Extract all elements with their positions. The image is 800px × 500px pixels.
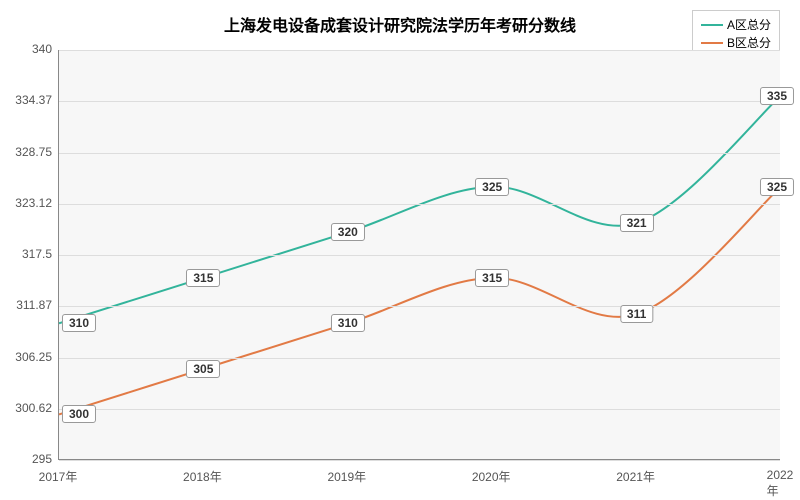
- gridline-h: [59, 204, 780, 205]
- y-tick-label: 317.5: [22, 247, 52, 261]
- plot-area: 310315320325321335300305310315311325: [58, 50, 780, 460]
- legend-swatch: [701, 42, 723, 44]
- chart-title: 上海发电设备成套设计研究院法学历年考研分数线: [0, 12, 800, 36]
- data-label: 325: [475, 178, 509, 196]
- x-tick-label: 2022年: [767, 468, 794, 499]
- data-label: 315: [475, 269, 509, 287]
- legend-label: B区总分: [727, 34, 771, 51]
- legend-item: A区总分: [701, 16, 771, 33]
- y-tick-label: 340: [32, 42, 52, 56]
- gridline-h: [59, 50, 780, 51]
- data-label: 310: [62, 314, 96, 332]
- y-tick-label: 311.87: [16, 298, 52, 312]
- legend-item: B区总分: [701, 34, 771, 51]
- y-tick-label: 300.62: [15, 401, 52, 415]
- gridline-h: [59, 306, 780, 307]
- y-tick-label: 334.37: [15, 93, 52, 107]
- y-tick-label: 328.75: [15, 145, 52, 159]
- gridline-h: [59, 153, 780, 154]
- gridline-h: [59, 460, 780, 461]
- gridline-h: [59, 409, 780, 410]
- legend-swatch: [701, 24, 723, 26]
- chart-container: 上海发电设备成套设计研究院法学历年考研分数线 A区总分B区总分 310 315 32…: [0, 0, 800, 500]
- data-label: 310: [331, 314, 365, 332]
- x-tick-label: 2019年: [327, 468, 366, 485]
- y-tick-label: 323.12: [15, 196, 52, 210]
- data-label: 321: [620, 214, 654, 232]
- x-tick-label: 2021年: [616, 468, 655, 485]
- data-label: 305: [186, 360, 220, 378]
- data-label: 311: [620, 305, 653, 323]
- data-label: 320: [331, 223, 365, 241]
- x-tick-label: 2018年: [183, 468, 222, 485]
- data-label: 315: [186, 269, 220, 287]
- data-label: 325: [760, 178, 794, 196]
- x-tick-label: 2017年: [39, 468, 78, 485]
- series-line: [59, 187, 781, 415]
- x-tick-label: 2020年: [472, 468, 511, 485]
- series-line: [59, 96, 781, 324]
- data-label: 300: [62, 405, 96, 423]
- gridline-h: [59, 358, 780, 359]
- legend-label: A区总分: [727, 16, 771, 33]
- data-label: 335: [760, 87, 794, 105]
- y-tick-label: 295: [32, 452, 52, 466]
- y-tick-label: 306.25: [15, 350, 52, 364]
- gridline-h: [59, 101, 780, 102]
- gridline-h: [59, 255, 780, 256]
